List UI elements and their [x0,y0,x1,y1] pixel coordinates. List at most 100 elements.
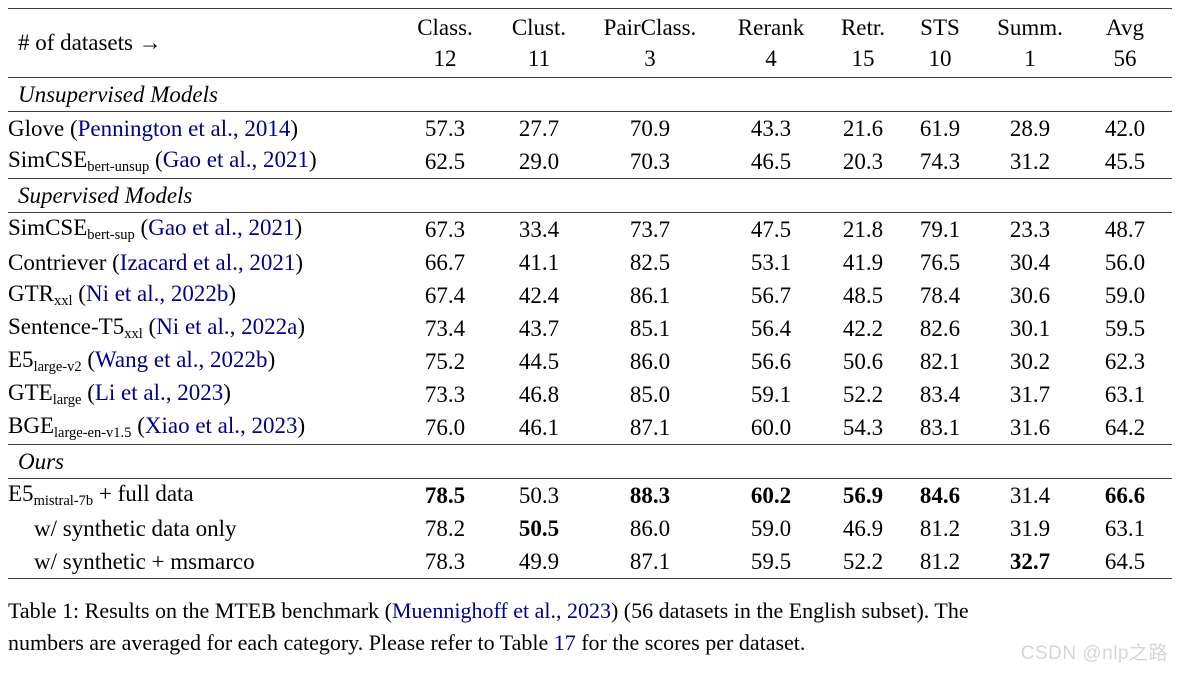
caption-line2: numbers are averaged for each category. … [8,627,1172,659]
score-cell: 46.8 [518,381,560,407]
score-cell: 45.5 [1104,148,1146,174]
score-cell: 31.7 [1009,381,1051,407]
score-cell: 30.6 [1009,282,1051,308]
score-cell: 31.4 [1009,482,1051,508]
score-cell: 73.4 [424,315,466,341]
score-cell: 27.7 [518,115,560,141]
table-row: SimCSEbert-unsup (Gao et al., 2021) 62.5 2… [8,145,1172,179]
column-dataset-count: 56 [1113,46,1137,71]
score-cell: 23.3 [1009,216,1051,242]
citation-link[interactable]: Pennington et al., 2014 [77,115,291,141]
table-row: Contriever (Izacard et al., 2021) 66.7 41.… [8,246,1172,279]
score-value-bold: 84.6 [919,482,961,508]
score-cell: 56.4 [750,315,792,341]
score-cell: 41.9 [842,249,884,275]
paren-close: ) [228,281,237,306]
paren-open: ( [149,147,163,172]
citation-link[interactable]: Gao et al., 2021 [162,147,309,172]
model-name: SimCSE [8,147,88,172]
section-title-row: Ours [8,445,1172,479]
paren-open: ( [106,249,120,275]
table-row: w/ synthetic + msmarco 78.3 49.9 87.1 59.5 52… [8,545,1172,579]
caption-text: numbers are averaged for each category. … [8,630,554,655]
score-cell: 30.1 [1009,315,1051,341]
section-ours: Ours E5mistral-7b + full data 78.5 50.3 88.3… [8,444,1172,579]
score-value-bold: 50.5 [518,515,560,541]
datasets-count-label: # of datasets → [18,30,162,55]
caption-text: ) (56 datasets in the English subset). T… [610,598,969,623]
paren-close: ) [308,147,317,172]
score-cell: 21.8 [842,216,884,242]
table-row: GTRxxl (Ni et al., 2022b) 67.4 42.4 86.1 56.… [8,279,1172,312]
score-value-bold: 78.5 [424,482,466,508]
citation-link[interactable]: Xiao et al., 2023 [144,413,298,438]
column-header-clust: Clust. 11 [492,9,586,78]
column-header-label: Rerank [737,15,805,40]
citation-link[interactable]: Gao et al., 2021 [148,215,295,240]
score-cell: 28.9 [1009,115,1051,141]
score-cell: 82.5 [629,249,671,275]
score-cell: 82.1 [919,348,961,374]
model-cell: w/ synthetic + msmarco [8,545,398,579]
paren-close: ) [267,347,276,372]
score-cell: 73.3 [424,381,466,407]
score-cell: 31.9 [1009,515,1051,541]
score-cell: 30.4 [1009,249,1051,275]
paren-open: ( [134,215,149,240]
score-cell: 57.3 [424,115,466,141]
score-cell: 50.3 [518,482,560,508]
score-cell: 78.4 [919,282,961,308]
table-row: E5mistral-7b + full data 78.5 50.3 88.3 60.2… [8,479,1172,513]
citation-link[interactable]: Li et al., 2023 [94,380,224,405]
column-dataset-count: 10 [928,46,952,71]
score-cell: 61.9 [919,115,961,141]
score-cell: 54.3 [842,414,884,440]
paren-open: ( [81,347,96,372]
citation-link[interactable]: Wang et al., 2022b [95,347,268,372]
score-cell: 66.6 [1078,479,1172,513]
model-name: Glove [8,115,65,141]
column-header-label: Retr. [840,15,886,40]
score-cell: 43.3 [750,115,792,141]
column-dataset-count: 4 [765,46,777,71]
score-cell: 52.2 [842,548,884,574]
citation-link[interactable]: Ni et al., 2022b [85,281,229,306]
model-cell: BGElarge-en-v1.5 (Xiao et al., 2023) [8,411,398,445]
score-cell: 74.3 [919,148,961,174]
score-cell: 56.0 [1104,249,1146,275]
model-subscript: large-v2 [33,359,82,375]
caption-citation-link[interactable]: 17 [553,630,576,655]
score-cell: 50.5 [492,512,586,545]
score-cell: 48.5 [842,282,884,308]
score-cell: 47.5 [750,216,792,242]
citation-link[interactable]: Ni et al., 2022a [156,314,298,339]
paren-close: ) [294,215,303,240]
paren-open: ( [72,281,86,306]
model-name: Sentence-T5 [8,314,125,339]
score-cell: 56.6 [750,348,792,374]
score-cell: 66.7 [424,249,466,275]
table-row: BGElarge-en-v1.5 (Xiao et al., 2023) 76.0… [8,411,1172,445]
score-cell: 87.1 [629,548,671,574]
model-name-suffix: + full data [93,481,194,506]
model-subscript: xxl [54,293,73,309]
column-header-label: STS [920,15,960,40]
section-title: Ours [18,448,65,474]
caption-citation-link[interactable]: Muennighoff et al., 2023 [392,598,611,623]
column-dataset-count: 3 [644,46,656,71]
column-header-label: Summ. [997,15,1063,40]
score-cell: 64.5 [1104,548,1146,574]
model-cell: SimCSEbert-unsup (Gao et al., 2021) [8,145,398,179]
paren-close: ) [223,380,231,405]
score-cell: 62.5 [424,148,466,174]
score-cell: 70.9 [629,115,671,141]
score-cell: 78.3 [424,548,466,574]
score-cell: 21.6 [842,115,884,141]
paren-open: ( [64,115,78,141]
column-header-sts: STS 10 [898,9,982,78]
table-row: w/ synthetic data only 78.2 50.5 86.0 59.0 46… [8,512,1172,545]
model-subscript: xxl [124,326,143,342]
citation-link[interactable]: Izacard et al., 2021 [119,249,296,275]
paren-open: ( [131,413,145,438]
score-cell: 86.1 [629,282,671,308]
